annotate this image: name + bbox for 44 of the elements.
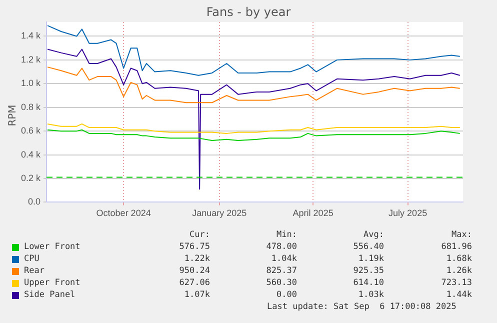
y-tick-label: 1.0 k [20, 78, 42, 88]
legend-label: Lower Front [24, 242, 80, 252]
text: 950.24 [178, 266, 210, 276]
text: 1.22k [183, 254, 210, 264]
legend-label: Side Panel [24, 290, 76, 300]
x-tick-label: July 2025 [388, 208, 428, 218]
text: Cur: [188, 230, 210, 240]
y-tick-label: 0.6 k [20, 126, 42, 136]
text: 478.00 [265, 242, 297, 252]
text: 0.00 [276, 290, 297, 300]
x-tick-label: April 2025 [292, 208, 334, 218]
text: 1.19k [357, 254, 384, 264]
text: 614.10 [352, 278, 384, 288]
y-tick-label: 0.8 k [20, 102, 42, 112]
y-tick-label: 0.2 k [20, 172, 42, 183]
text: 1.44k [445, 290, 472, 300]
text: 1.68k [445, 254, 472, 264]
text: Max: [450, 230, 472, 240]
text: 825.37 [265, 266, 297, 276]
text: Avg: [362, 230, 384, 240]
y-tick-label: 1.2 k [20, 54, 42, 64]
y-axis-title: RPM [7, 104, 18, 126]
y-tick-label: 0.4 k [20, 149, 42, 160]
text: Last update: Sat Sep 6 17:00:08 2025 [267, 302, 456, 314]
text: 1.03k [357, 290, 384, 300]
text: 627.06 [178, 278, 210, 288]
text: 1.07k [183, 290, 210, 300]
text: 681.96 [440, 242, 472, 252]
y-tick-label: 1.4 k [20, 30, 42, 41]
y-tick-label: 0.0 [28, 196, 41, 207]
text: 556.40 [352, 242, 384, 252]
legend-label: CPU [24, 254, 40, 264]
text: 576.75 [178, 242, 210, 252]
legend-label: Rear [24, 266, 44, 276]
text: 1.26k [445, 266, 472, 276]
chart-title: Fans - by year [205, 5, 292, 19]
text: 1.04k [270, 254, 297, 264]
text: 925.35 [352, 266, 384, 276]
legend-label: Upper Front [24, 278, 80, 288]
x-tick-label: January 2025 [192, 208, 247, 218]
text: Min: [276, 230, 297, 240]
text: 723.13 [440, 278, 472, 288]
x-tick-label: October 2024 [96, 208, 151, 218]
text: 560.30 [265, 278, 297, 288]
